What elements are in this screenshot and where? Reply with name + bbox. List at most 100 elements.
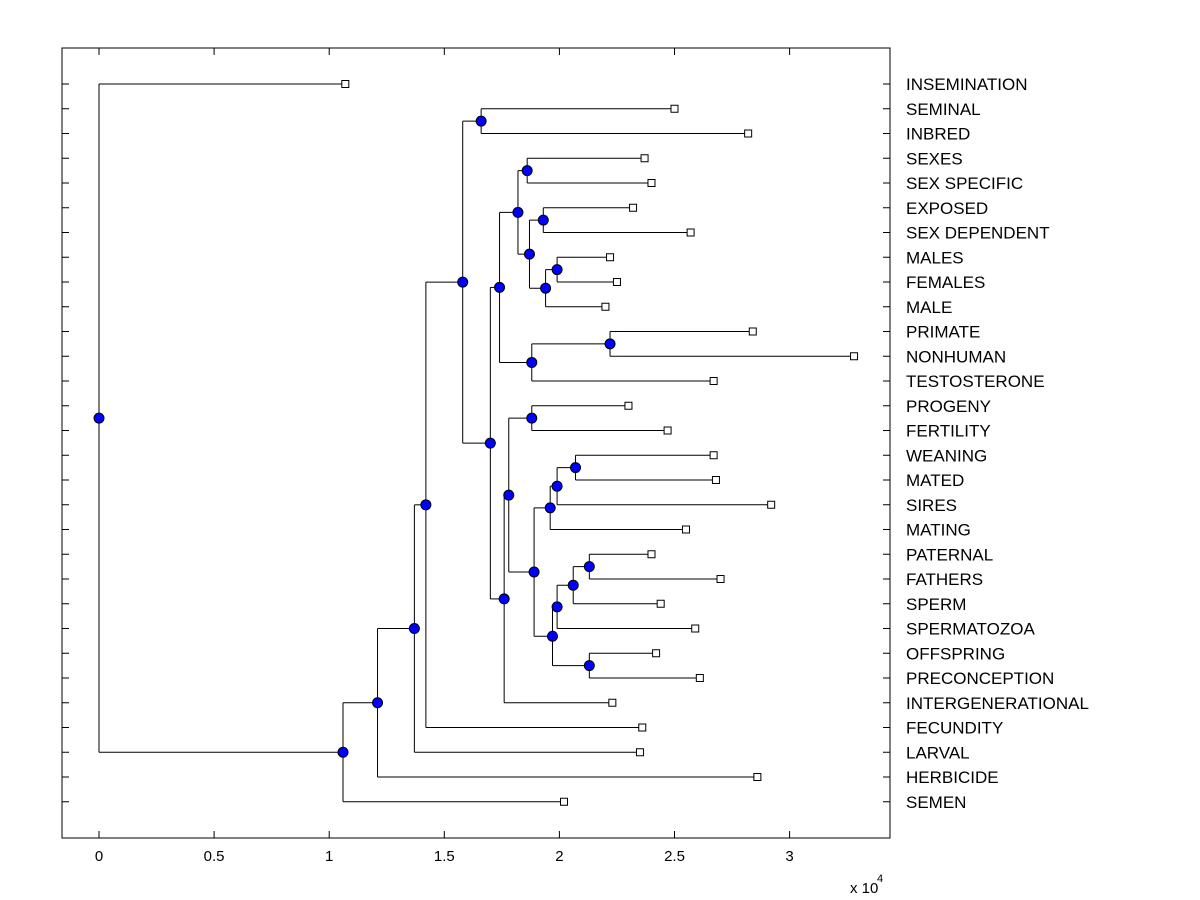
plot-frame — [61, 47, 891, 839]
leaf-label: MATED — [906, 471, 964, 490]
leaf-marker — [341, 80, 350, 88]
cluster-node-marker — [583, 561, 595, 573]
leaf-marker — [656, 599, 665, 608]
x-tick-label: 1.5 — [434, 848, 455, 865]
leaf-marker — [663, 426, 672, 435]
leaf-marker — [608, 698, 617, 707]
leaf-marker — [682, 525, 691, 534]
leaf-marker — [606, 253, 615, 262]
leaf-label: MALE — [906, 298, 952, 317]
leaf-label: NONHUMAN — [906, 347, 1006, 366]
leaf-label: SPERMATOZOA — [906, 620, 1035, 639]
cluster-node-marker — [503, 489, 515, 501]
leaf-label: FERTILITY — [906, 422, 991, 441]
leaf-marker — [767, 500, 776, 509]
leaf-marker — [560, 797, 569, 806]
cluster-node-marker — [544, 502, 556, 514]
cluster-node-marker — [540, 282, 552, 294]
cluster-node-marker — [551, 264, 563, 276]
cluster-node-marker — [337, 746, 349, 758]
leaf-label: TESTOSTERONE — [906, 372, 1045, 391]
cluster-node-marker — [523, 248, 535, 260]
cluster-node-marker — [551, 601, 563, 613]
x-axis-scale-label: x 10 — [850, 880, 878, 897]
cluster-node-marker — [457, 276, 469, 288]
cluster-node-marker — [408, 623, 420, 635]
leaf-marker — [647, 179, 656, 187]
leaf-label: MATING — [906, 521, 971, 540]
leaf-label: LARVAL — [906, 743, 970, 762]
leaf-label: INSEMINATION — [906, 75, 1028, 94]
cluster-node-marker — [372, 697, 384, 709]
cluster-node-marker — [570, 462, 582, 474]
cluster-node-marker — [551, 480, 563, 492]
x-tick-label: 0.5 — [204, 848, 225, 865]
x-tick-label: 3 — [785, 848, 793, 865]
x-tick-label: 0 — [95, 848, 103, 865]
cluster-node-marker — [528, 566, 540, 578]
leaf-marker — [709, 377, 718, 385]
leaf-marker — [624, 401, 633, 410]
leaf-label: PRECONCEPTION — [906, 669, 1054, 688]
leaf-label: SIRES — [906, 496, 957, 515]
leaf-marker — [686, 228, 695, 237]
leaf-label: WEANING — [906, 446, 987, 465]
cluster-node-marker — [93, 412, 105, 424]
leaf-label: INTERGENERATIONAL — [906, 694, 1089, 713]
leaf-label: HERBICIDE — [906, 768, 999, 787]
cluster-node-marker — [526, 356, 538, 368]
leaf-label: PRIMATE — [906, 323, 980, 342]
x-axis-scale-exponent: 4 — [877, 873, 883, 885]
leaf-label: SEX DEPENDENT — [906, 224, 1050, 243]
leaf-marker — [691, 624, 700, 633]
leaf-marker — [711, 476, 720, 484]
leaf-marker — [670, 104, 679, 113]
cluster-node-marker — [420, 499, 432, 511]
cluster-node-marker — [484, 437, 496, 449]
leaf-marker — [640, 154, 649, 163]
x-tick-label: 1 — [325, 848, 333, 865]
cluster-node-marker — [526, 412, 538, 424]
x-tick-label: 2 — [555, 848, 563, 865]
leaf-label: EXPOSED — [906, 199, 988, 218]
cluster-node-marker — [567, 579, 579, 591]
leaf-label: SPERM — [906, 595, 966, 614]
leaf-marker — [612, 278, 621, 286]
leaf-label: INBRED — [906, 125, 970, 144]
leaf-label: SEMEN — [906, 793, 966, 812]
x-tick-label: 2.5 — [664, 848, 685, 865]
leaf-marker — [716, 575, 725, 583]
leaf-label: FEMALES — [906, 273, 985, 292]
leaf-marker — [638, 723, 647, 732]
leaf-marker — [647, 550, 656, 559]
leaf-label: SEXES — [906, 149, 963, 168]
leaf-label: SEMINAL — [906, 100, 981, 119]
leaf-marker — [753, 773, 762, 781]
cluster-node-marker — [512, 206, 524, 218]
plot-area: 0 0.5 1 1.5 2 2.5 3 INSEMINATION SEMINAL INBRED SE… — [61, 47, 1089, 865]
cluster-node-marker — [494, 281, 506, 293]
leaf-label: FECUNDITY — [906, 719, 1003, 738]
cluster-node-marker — [498, 593, 510, 605]
leaf-marker — [695, 674, 704, 682]
cluster-node-marker — [537, 214, 549, 226]
cluster-node-marker — [583, 660, 595, 672]
leaf-marker — [635, 748, 644, 757]
leaf-marker — [629, 203, 638, 212]
leaf-marker — [652, 649, 661, 658]
leaf-marker — [850, 352, 859, 361]
cluster-node-marker — [521, 165, 533, 177]
leaf-label: PATERNAL — [906, 545, 993, 564]
cluster-node-marker — [546, 630, 558, 642]
leaf-label: SEX SPECIFIC — [906, 174, 1023, 193]
leaf-marker — [601, 302, 610, 311]
leaf-label: OFFSPRING — [906, 644, 1005, 663]
leaf-label: FATHERS — [906, 570, 983, 589]
leaf-label: MALES — [906, 248, 964, 267]
leaf-label: PROGENY — [906, 397, 991, 416]
leaf-marker — [744, 129, 753, 138]
cluster-node-marker — [475, 115, 487, 127]
cluster-node-marker — [604, 338, 616, 350]
leaf-marker — [709, 451, 718, 460]
